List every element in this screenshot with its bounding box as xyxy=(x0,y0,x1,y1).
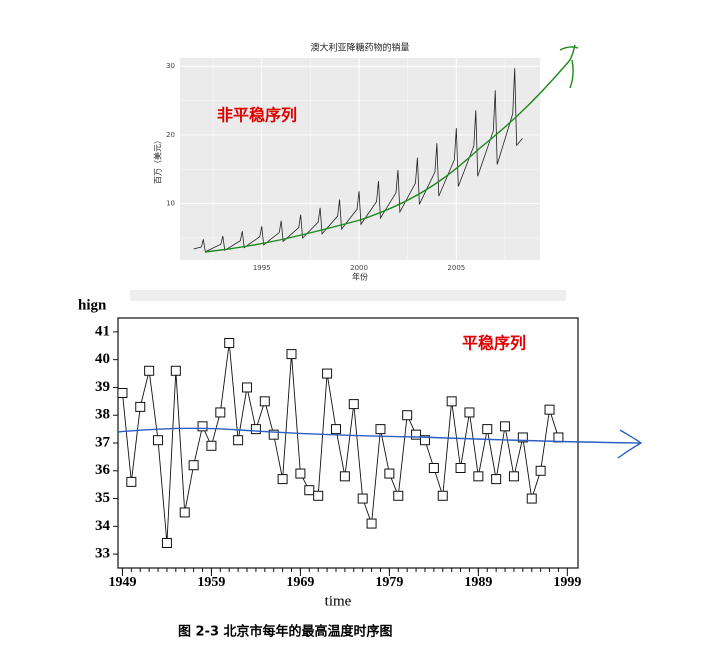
data-point xyxy=(161,538,172,548)
data-point xyxy=(500,421,511,432)
y-tick-label: 20 xyxy=(166,131,175,139)
chart-bottom: 33 34 35 36 37 38 39 40 41 1949 1959 1969 1979 1989 19… xyxy=(78,297,581,639)
annotation: 平稳序列 xyxy=(462,334,526,353)
x-tick-label: 2000 xyxy=(350,264,368,272)
y-tick-label: 36 xyxy=(95,462,111,478)
data-point xyxy=(250,424,261,435)
data-point xyxy=(491,474,502,485)
data-point xyxy=(535,465,546,476)
y-tick-label: 37 xyxy=(95,434,111,450)
y-axis-label: hign xyxy=(78,297,107,313)
data-point xyxy=(437,490,448,501)
data-point xyxy=(206,440,217,451)
data-point xyxy=(286,349,297,360)
y-tick-label: 38 xyxy=(95,407,110,423)
chart-title: 澳大利亚降糖药物的销量 xyxy=(310,42,409,54)
x-tick-label: 1979 xyxy=(375,575,403,590)
data-point xyxy=(242,382,253,393)
x-tick-label: 1959 xyxy=(197,575,225,590)
data-point xyxy=(135,401,146,412)
data-point xyxy=(455,463,466,473)
x-tick-label: 1949 xyxy=(108,575,136,590)
data-point xyxy=(375,424,386,435)
data-point xyxy=(411,429,422,440)
data-point xyxy=(544,404,555,415)
data-point xyxy=(295,468,306,479)
trend-sketch xyxy=(204,44,579,253)
data-line xyxy=(122,342,559,544)
data-point xyxy=(366,518,377,529)
caption-bar xyxy=(130,290,566,301)
data-point xyxy=(268,429,279,440)
data-point xyxy=(339,471,350,482)
data-point xyxy=(277,474,288,485)
data-point xyxy=(508,471,519,482)
data-line xyxy=(193,68,523,253)
y-tick-label: 10 xyxy=(166,200,175,208)
data-point xyxy=(322,368,333,379)
data-point xyxy=(188,460,199,471)
data-point xyxy=(259,396,270,407)
data-point xyxy=(393,490,404,501)
data-point xyxy=(197,421,208,432)
y-tick-label: 30 xyxy=(166,62,175,70)
data-point xyxy=(526,493,537,504)
data-point xyxy=(348,399,359,410)
data-point xyxy=(304,485,315,496)
data-point xyxy=(419,435,430,446)
data-point xyxy=(402,410,413,421)
data-point xyxy=(170,365,181,376)
data-point xyxy=(384,468,395,479)
data-point xyxy=(313,490,324,501)
mean-sketch xyxy=(117,427,643,459)
data-point xyxy=(464,407,475,418)
x-tick-label: 1989 xyxy=(464,575,492,590)
x-tick-label: 1969 xyxy=(286,575,314,590)
data-point xyxy=(126,476,137,487)
y-axis-label: 百万（美元） xyxy=(153,136,163,184)
data-point xyxy=(473,471,484,482)
data-point xyxy=(428,463,439,473)
data-point xyxy=(117,388,128,398)
y-tick-label: 34 xyxy=(95,518,111,534)
x-axis-label: time xyxy=(325,593,352,609)
y-tick-label: 33 xyxy=(95,546,110,562)
x-tick-label: 1999 xyxy=(553,575,581,590)
annotation: 非平稳序列 xyxy=(217,106,297,125)
y-tick-label: 35 xyxy=(95,490,110,506)
caption: 图 2-3 北京市每年的最高温度时序图 xyxy=(178,624,393,640)
x-tick-label: 2005 xyxy=(447,264,465,272)
data-point xyxy=(446,396,457,407)
data-point xyxy=(224,338,235,348)
x-tick-label: 1995 xyxy=(253,264,271,272)
data-point xyxy=(482,424,493,435)
data-point xyxy=(153,435,164,446)
y-tick-label: 40 xyxy=(95,351,110,367)
data-point xyxy=(144,365,155,376)
data-point xyxy=(357,493,368,504)
data-point xyxy=(517,432,528,443)
panel xyxy=(180,58,540,260)
x-axis-label: 年份 xyxy=(352,272,368,282)
y-tick-label: 41 xyxy=(95,323,110,339)
data-point xyxy=(215,407,226,418)
data-point xyxy=(553,432,564,443)
data-point xyxy=(179,507,190,518)
data-point xyxy=(233,435,244,446)
y-tick-label: 39 xyxy=(95,379,110,395)
data-point xyxy=(330,424,341,435)
